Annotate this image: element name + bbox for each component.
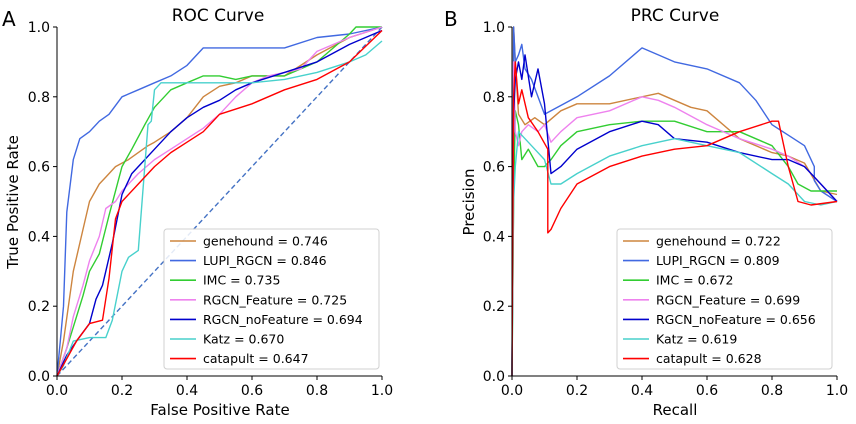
prc-legend-entry: catapult = 0.628 (656, 351, 762, 366)
roc-y-tick-label: 0.2 (28, 299, 50, 315)
prc-panel: B PRC Curve Recall Precision 0.0 0.2 0.4 0.… (444, 6, 848, 419)
roc-legend-entry: RGCN_Feature = 0.725 (203, 292, 347, 307)
prc-legend-box (616, 228, 833, 370)
roc-y-tick-label: 0.0 (28, 369, 50, 385)
roc-legend-box (163, 228, 380, 370)
prc-x-tick-label: 0.4 (631, 383, 653, 399)
prc-y-tick-label: 1.0 (483, 20, 505, 36)
prc-chart-title: PRC Curve (631, 6, 720, 26)
prc-y-tick-label: 0.6 (483, 160, 505, 176)
prc-series-line-lupi-rgcn (511, 26, 838, 377)
prc-series-line-rgcn-feature (511, 61, 838, 377)
roc-x-tick-label: 1.0 (371, 383, 393, 399)
roc-y-axis-label: True Positive Rate (4, 135, 22, 270)
prc-x-axis-label: Recall (653, 401, 698, 419)
roc-panel: A ROC Curve False Positive Rate True Pos… (2, 6, 393, 419)
roc-x-tick-label: 0.0 (46, 383, 68, 399)
roc-x-axis-label: False Positive Rate (150, 401, 289, 419)
prc-x-tick-label: 0.0 (501, 383, 523, 399)
prc-series-line-imc (511, 110, 837, 377)
roc-legend-entry: IMC = 0.735 (203, 273, 280, 288)
panel-label-b: B (444, 7, 458, 31)
prc-legend-entry: RGCN_Feature = 0.699 (656, 292, 800, 307)
prc-x-tick-label: 0.2 (566, 383, 588, 399)
prc-series-line-rgcn-nofeature (511, 54, 838, 377)
roc-legend-entry: LUPI_RGCN = 0.846 (203, 253, 327, 268)
prc-legend: genehound = 0.722 LUPI_RGCN = 0.809 IMC = … (616, 228, 833, 370)
roc-series-line-imc (56, 26, 382, 377)
prc-legend-entry: Katz = 0.619 (656, 332, 737, 347)
roc-y-tick-label: 0.4 (28, 229, 50, 245)
prc-legend-entry: LUPI_RGCN = 0.809 (656, 253, 780, 268)
prc-plot-area: 0.0 0.2 0.4 0.6 0.8 1.0 0.0 0.2 0.4 0.6 0.8 1.0 gene… (483, 20, 848, 399)
roc-y-tick-label: 0.6 (28, 160, 50, 176)
prc-legend-entry: RGCN_noFeature = 0.656 (656, 312, 816, 327)
prc-series-line-catapult (511, 61, 838, 377)
roc-x-tick-label: 0.6 (241, 383, 263, 399)
prc-y-tick-label: 0.2 (483, 299, 505, 315)
roc-x-tick-label: 0.2 (111, 383, 133, 399)
roc-series-line-catapult (56, 29, 383, 377)
roc-legend-entry: catapult = 0.647 (203, 351, 309, 366)
prc-series-line-katz (511, 130, 838, 377)
prc-y-tick-label: 0.8 (483, 90, 505, 106)
roc-series-line-rgcn-nofeature (56, 29, 383, 377)
roc-legend-entry: genehound = 0.746 (203, 234, 328, 249)
roc-legend: genehound = 0.746 LUPI_RGCN = 0.846 IMC = … (163, 228, 380, 370)
prc-legend-entry: genehound = 0.722 (656, 234, 781, 249)
roc-series-line-katz (56, 40, 383, 377)
roc-x-tick-label: 0.8 (306, 383, 328, 399)
prc-x-tick-label: 0.6 (696, 383, 718, 399)
prc-legend-entry: IMC = 0.672 (656, 273, 733, 288)
roc-legend-entry: RGCN_noFeature = 0.694 (203, 312, 363, 327)
roc-plot-area: 0.0 0.2 0.4 0.6 0.8 1.0 0.0 0.2 0.4 0.6 0.8 1.0 gene… (28, 20, 393, 399)
roc-chart-title: ROC Curve (172, 6, 265, 26)
prc-y-axis-label: Precision (460, 169, 478, 236)
prc-y-tick-label: 0.0 (483, 369, 505, 385)
prc-x-tick-label: 1.0 (826, 383, 848, 399)
roc-legend-entry: Katz = 0.670 (203, 332, 284, 347)
roc-y-tick-label: 1.0 (28, 20, 50, 36)
roc-y-tick-label: 0.8 (28, 90, 50, 106)
roc-x-tick-label: 0.4 (176, 383, 198, 399)
prc-y-tick-label: 0.4 (483, 229, 505, 245)
roc-series-line-lupi-rgcn (56, 26, 383, 377)
prc-x-tick-label: 0.8 (761, 383, 783, 399)
panel-label-a: A (2, 7, 16, 31)
